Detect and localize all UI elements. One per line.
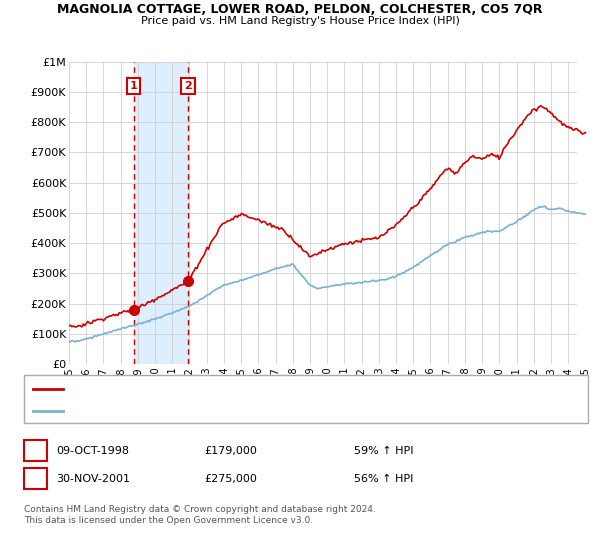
Text: HPI: Average price, detached house, Colchester: HPI: Average price, detached house, Colc… bbox=[69, 406, 302, 416]
Text: 59% ↑ HPI: 59% ↑ HPI bbox=[354, 446, 413, 456]
Text: MAGNOLIA COTTAGE, LOWER ROAD, PELDON, COLCHESTER, CO5 7QR (detached house: MAGNOLIA COTTAGE, LOWER ROAD, PELDON, CO… bbox=[69, 384, 497, 394]
Text: 1: 1 bbox=[32, 446, 39, 456]
Text: MAGNOLIA COTTAGE, LOWER ROAD, PELDON, COLCHESTER, CO5 7QR: MAGNOLIA COTTAGE, LOWER ROAD, PELDON, CO… bbox=[57, 3, 543, 16]
Bar bbox=[577, 62, 594, 364]
Text: £275,000: £275,000 bbox=[204, 474, 257, 484]
Text: 2: 2 bbox=[32, 474, 39, 484]
Text: £179,000: £179,000 bbox=[204, 446, 257, 456]
Text: 56% ↑ HPI: 56% ↑ HPI bbox=[354, 474, 413, 484]
Text: 2: 2 bbox=[184, 81, 192, 91]
Text: 30-NOV-2001: 30-NOV-2001 bbox=[56, 474, 130, 484]
Bar bbox=[577, 62, 594, 364]
Bar bbox=[134, 62, 188, 364]
Text: 1: 1 bbox=[130, 81, 137, 91]
Text: Price paid vs. HM Land Registry's House Price Index (HPI): Price paid vs. HM Land Registry's House … bbox=[140, 16, 460, 26]
Text: Contains HM Land Registry data © Crown copyright and database right 2024.
This d: Contains HM Land Registry data © Crown c… bbox=[24, 505, 376, 525]
Text: 09-OCT-1998: 09-OCT-1998 bbox=[56, 446, 129, 456]
